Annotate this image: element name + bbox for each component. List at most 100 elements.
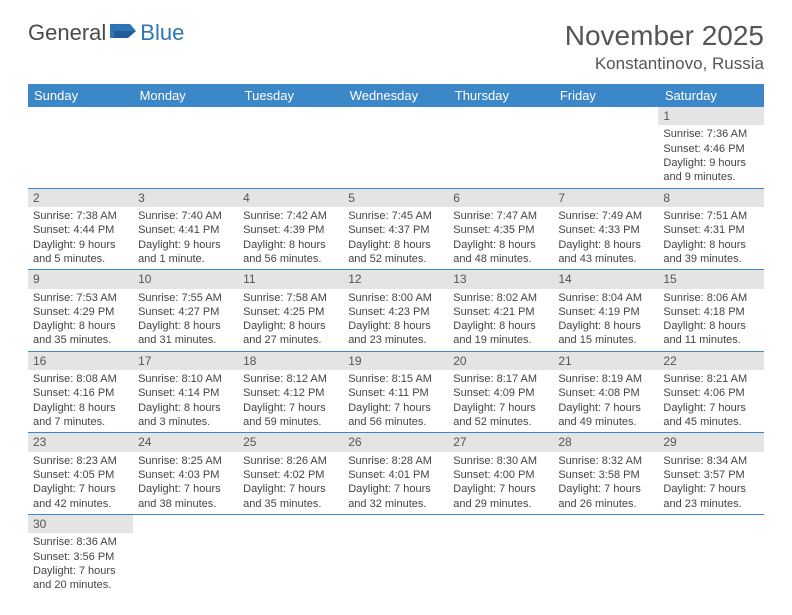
calendar-cell: 1Sunrise: 7:36 AMSunset: 4:46 PMDaylight… bbox=[658, 107, 763, 188]
detail-line: Sunset: 4:11 PM bbox=[348, 386, 443, 400]
day-details: Sunrise: 8:32 AMSunset: 3:58 PMDaylight:… bbox=[553, 452, 658, 514]
calendar-cell: 29Sunrise: 8:34 AMSunset: 3:57 PMDayligh… bbox=[658, 433, 763, 515]
calendar-week-row: 2Sunrise: 7:38 AMSunset: 4:44 PMDaylight… bbox=[28, 188, 764, 270]
detail-line: Sunset: 4:03 PM bbox=[138, 468, 233, 482]
calendar-cell bbox=[133, 107, 238, 188]
calendar-cell: 7Sunrise: 7:49 AMSunset: 4:33 PMDaylight… bbox=[553, 188, 658, 270]
detail-line: Sunrise: 8:30 AM bbox=[453, 454, 548, 468]
detail-line: and 35 minutes. bbox=[243, 497, 338, 511]
detail-line: Sunrise: 7:49 AM bbox=[558, 209, 653, 223]
detail-line: Daylight: 8 hours bbox=[453, 238, 548, 252]
detail-line: and 39 minutes. bbox=[663, 252, 758, 266]
detail-line: Sunset: 4:00 PM bbox=[453, 468, 548, 482]
flag-icon bbox=[110, 20, 136, 46]
detail-line: and 19 minutes. bbox=[453, 333, 548, 347]
detail-line: Sunset: 4:09 PM bbox=[453, 386, 548, 400]
detail-line: Sunrise: 8:23 AM bbox=[33, 454, 128, 468]
detail-line: Sunset: 4:21 PM bbox=[453, 305, 548, 319]
detail-line: Daylight: 8 hours bbox=[243, 319, 338, 333]
day-details: Sunrise: 7:53 AMSunset: 4:29 PMDaylight:… bbox=[28, 289, 133, 351]
day-number: 16 bbox=[28, 352, 133, 370]
day-number: 18 bbox=[238, 352, 343, 370]
detail-line: and 52 minutes. bbox=[453, 415, 548, 429]
detail-line: and 52 minutes. bbox=[348, 252, 443, 266]
detail-line: and 20 minutes. bbox=[33, 578, 128, 592]
calendar-cell: 19Sunrise: 8:15 AMSunset: 4:11 PMDayligh… bbox=[343, 351, 448, 433]
detail-line: Daylight: 8 hours bbox=[558, 319, 653, 333]
day-details: Sunrise: 7:36 AMSunset: 4:46 PMDaylight:… bbox=[658, 125, 763, 187]
day-number: 12 bbox=[343, 270, 448, 288]
detail-line: Sunrise: 8:04 AM bbox=[558, 291, 653, 305]
detail-line: Sunset: 4:18 PM bbox=[663, 305, 758, 319]
detail-line: and 29 minutes. bbox=[453, 497, 548, 511]
calendar-cell: 2Sunrise: 7:38 AMSunset: 4:44 PMDaylight… bbox=[28, 188, 133, 270]
detail-line: Sunset: 4:02 PM bbox=[243, 468, 338, 482]
calendar-cell: 4Sunrise: 7:42 AMSunset: 4:39 PMDaylight… bbox=[238, 188, 343, 270]
detail-line: and 42 minutes. bbox=[33, 497, 128, 511]
detail-line: Daylight: 7 hours bbox=[453, 401, 548, 415]
calendar-cell: 25Sunrise: 8:26 AMSunset: 4:02 PMDayligh… bbox=[238, 433, 343, 515]
day-number: 26 bbox=[343, 433, 448, 451]
detail-line: Sunrise: 8:10 AM bbox=[138, 372, 233, 386]
day-details: Sunrise: 8:34 AMSunset: 3:57 PMDaylight:… bbox=[658, 452, 763, 514]
detail-line: Sunrise: 8:19 AM bbox=[558, 372, 653, 386]
day-number: 1 bbox=[658, 107, 763, 125]
detail-line: Daylight: 8 hours bbox=[663, 319, 758, 333]
detail-line: Sunrise: 8:36 AM bbox=[33, 535, 128, 549]
detail-line: Sunset: 4:27 PM bbox=[138, 305, 233, 319]
day-details: Sunrise: 7:42 AMSunset: 4:39 PMDaylight:… bbox=[238, 207, 343, 269]
detail-line: Sunset: 4:33 PM bbox=[558, 223, 653, 237]
calendar-cell: 10Sunrise: 7:55 AMSunset: 4:27 PMDayligh… bbox=[133, 270, 238, 352]
day-details: Sunrise: 7:40 AMSunset: 4:41 PMDaylight:… bbox=[133, 207, 238, 269]
day-number: 22 bbox=[658, 352, 763, 370]
detail-line: Sunset: 3:56 PM bbox=[33, 550, 128, 564]
detail-line: Daylight: 8 hours bbox=[663, 238, 758, 252]
detail-line: Sunset: 3:57 PM bbox=[663, 468, 758, 482]
location-label: Konstantinovo, Russia bbox=[565, 54, 764, 74]
detail-line: Sunset: 4:19 PM bbox=[558, 305, 653, 319]
calendar-cell bbox=[238, 514, 343, 595]
detail-line: Sunset: 4:25 PM bbox=[243, 305, 338, 319]
detail-line: Sunrise: 7:53 AM bbox=[33, 291, 128, 305]
day-number: 11 bbox=[238, 270, 343, 288]
calendar-cell: 15Sunrise: 8:06 AMSunset: 4:18 PMDayligh… bbox=[658, 270, 763, 352]
detail-line: and 35 minutes. bbox=[33, 333, 128, 347]
calendar-cell: 22Sunrise: 8:21 AMSunset: 4:06 PMDayligh… bbox=[658, 351, 763, 433]
detail-line: Daylight: 7 hours bbox=[243, 401, 338, 415]
detail-line: and 56 minutes. bbox=[243, 252, 338, 266]
detail-line: Daylight: 7 hours bbox=[243, 482, 338, 496]
calendar-cell: 21Sunrise: 8:19 AMSunset: 4:08 PMDayligh… bbox=[553, 351, 658, 433]
detail-line: Daylight: 9 hours bbox=[138, 238, 233, 252]
detail-line: Sunset: 4:06 PM bbox=[663, 386, 758, 400]
day-details: Sunrise: 8:17 AMSunset: 4:09 PMDaylight:… bbox=[448, 370, 553, 432]
detail-line: Daylight: 7 hours bbox=[33, 564, 128, 578]
detail-line: and 27 minutes. bbox=[243, 333, 338, 347]
detail-line: Sunrise: 8:06 AM bbox=[663, 291, 758, 305]
page-header: General Blue November 2025 Konstantinovo… bbox=[28, 20, 764, 74]
calendar-week-row: 30Sunrise: 8:36 AMSunset: 3:56 PMDayligh… bbox=[28, 514, 764, 595]
day-details: Sunrise: 8:19 AMSunset: 4:08 PMDaylight:… bbox=[553, 370, 658, 432]
detail-line: and 3 minutes. bbox=[138, 415, 233, 429]
detail-line: and 23 minutes. bbox=[663, 497, 758, 511]
calendar-cell: 11Sunrise: 7:58 AMSunset: 4:25 PMDayligh… bbox=[238, 270, 343, 352]
calendar-cell: 6Sunrise: 7:47 AMSunset: 4:35 PMDaylight… bbox=[448, 188, 553, 270]
day-details: Sunrise: 8:12 AMSunset: 4:12 PMDaylight:… bbox=[238, 370, 343, 432]
day-details: Sunrise: 7:38 AMSunset: 4:44 PMDaylight:… bbox=[28, 207, 133, 269]
day-number: 28 bbox=[553, 433, 658, 451]
detail-line: Daylight: 8 hours bbox=[348, 238, 443, 252]
detail-line: Sunset: 4:39 PM bbox=[243, 223, 338, 237]
detail-line: and 49 minutes. bbox=[558, 415, 653, 429]
day-number: 19 bbox=[343, 352, 448, 370]
calendar-cell: 24Sunrise: 8:25 AMSunset: 4:03 PMDayligh… bbox=[133, 433, 238, 515]
day-details: Sunrise: 8:30 AMSunset: 4:00 PMDaylight:… bbox=[448, 452, 553, 514]
detail-line: Sunrise: 7:51 AM bbox=[663, 209, 758, 223]
calendar-week-row: 23Sunrise: 8:23 AMSunset: 4:05 PMDayligh… bbox=[28, 433, 764, 515]
detail-line: Daylight: 8 hours bbox=[33, 319, 128, 333]
day-details: Sunrise: 8:21 AMSunset: 4:06 PMDaylight:… bbox=[658, 370, 763, 432]
day-number: 25 bbox=[238, 433, 343, 451]
day-number: 2 bbox=[28, 189, 133, 207]
day-number: 8 bbox=[658, 189, 763, 207]
detail-line: and 56 minutes. bbox=[348, 415, 443, 429]
day-header: Sunday bbox=[28, 84, 133, 107]
calendar-cell: 3Sunrise: 7:40 AMSunset: 4:41 PMDaylight… bbox=[133, 188, 238, 270]
